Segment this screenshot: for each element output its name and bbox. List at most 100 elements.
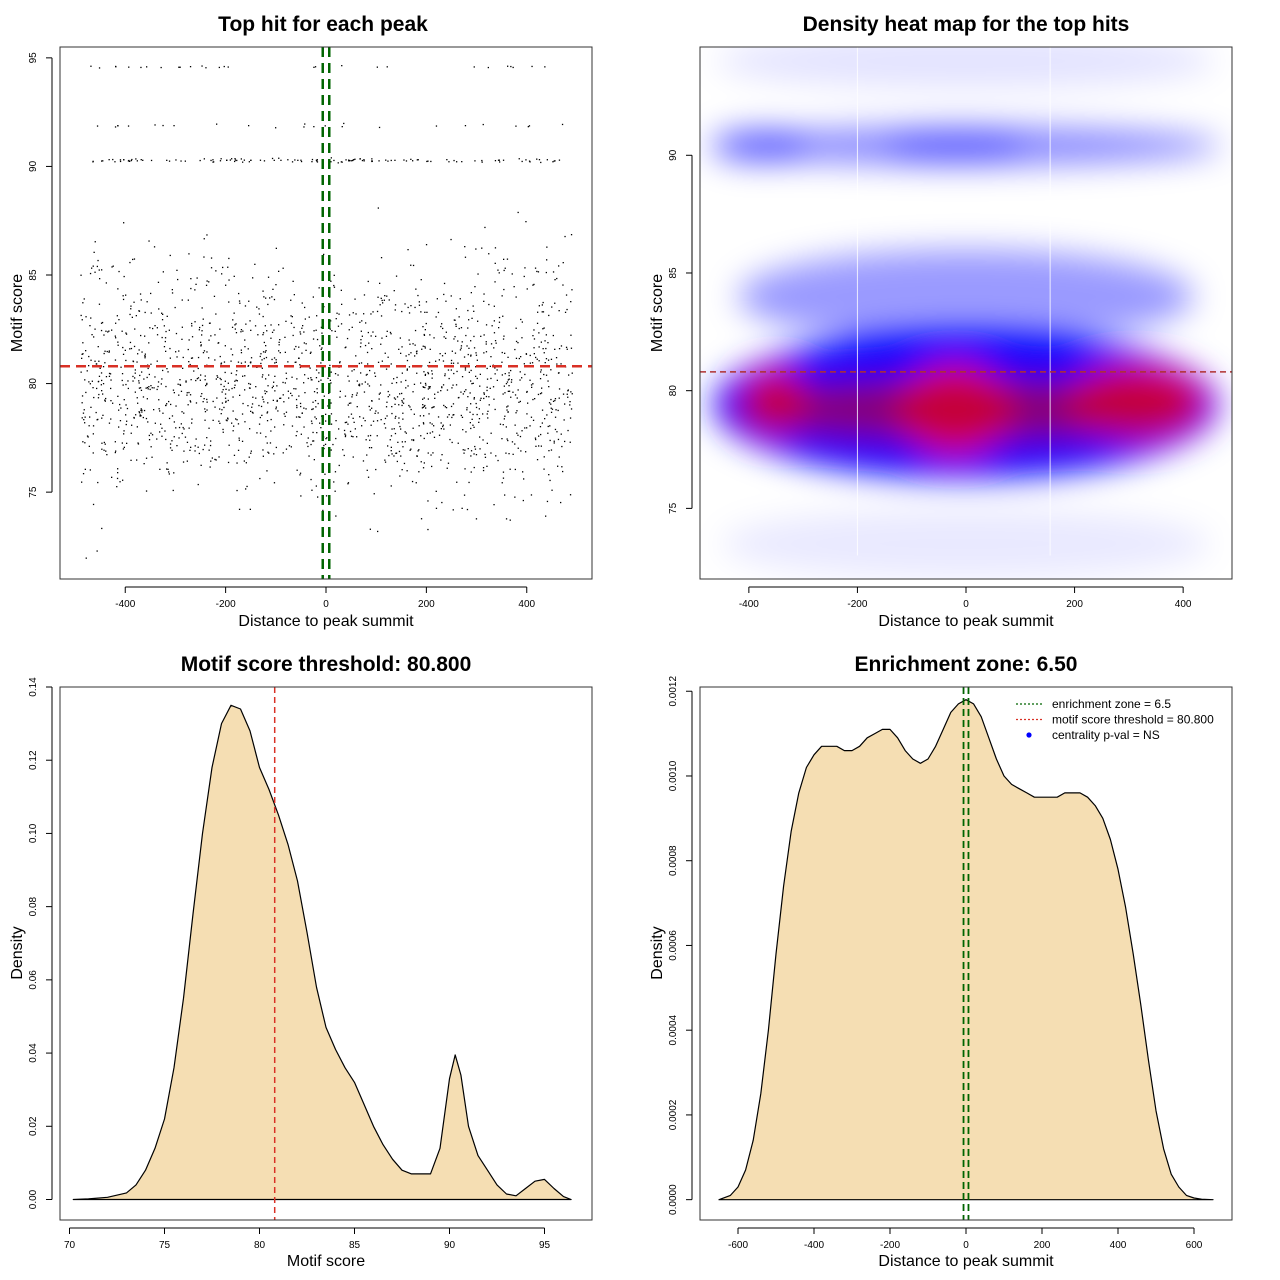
scatter-point <box>338 313 340 315</box>
scatter-point <box>432 452 434 454</box>
scatter-point <box>140 299 142 301</box>
scatter-point <box>290 446 292 448</box>
scatter-point <box>460 345 463 347</box>
scatter-point <box>219 377 221 380</box>
scatter-point <box>165 438 167 441</box>
y-tick-label: 90 <box>668 149 679 161</box>
scatter-point <box>514 394 517 396</box>
scatter-point <box>168 329 170 331</box>
scatter-point <box>301 327 303 329</box>
scatter-point <box>549 439 551 442</box>
scatter-point <box>122 353 125 355</box>
scatter-point <box>453 319 455 321</box>
scatter-point <box>400 455 402 457</box>
scatter-point <box>376 310 379 313</box>
scatter-point <box>383 299 385 301</box>
scatter-point <box>459 298 461 300</box>
scatter-point <box>515 340 518 343</box>
scatter-point <box>197 446 199 448</box>
scatter-point <box>222 428 224 431</box>
scatter-point <box>514 468 516 471</box>
scatter-point <box>502 338 505 340</box>
scatter-point <box>514 424 516 426</box>
scatter-point <box>108 159 110 161</box>
scatter-point <box>562 262 564 264</box>
scatter-point <box>469 392 471 394</box>
scatter-point <box>300 433 302 435</box>
scatter-point <box>441 386 443 388</box>
scatter-point <box>549 479 551 482</box>
scatter-point <box>206 401 208 403</box>
scatter-point <box>540 445 542 447</box>
scatter-point <box>85 350 87 352</box>
scatter-point <box>401 310 403 313</box>
scatter-point <box>517 434 519 436</box>
scatter-point <box>554 428 557 431</box>
scatter-point <box>81 395 84 397</box>
scatter-point <box>251 406 253 408</box>
scatter-point <box>497 459 499 462</box>
scatter-point <box>214 458 216 461</box>
scatter-point <box>188 361 190 363</box>
scatter-point <box>258 308 260 310</box>
scatter-point <box>223 361 226 363</box>
scatter-point <box>509 468 511 470</box>
scatter-point <box>347 423 349 425</box>
scatter-point <box>349 159 351 162</box>
scatter-point <box>304 374 306 376</box>
scatter-point <box>496 369 498 371</box>
scatter-x-axis-label: Distance to peak summit <box>238 613 414 630</box>
scatter-point <box>271 296 273 298</box>
scatter-point <box>475 354 478 356</box>
scatter-point <box>172 489 174 492</box>
scatter-point <box>367 280 369 283</box>
scatter-point <box>115 322 117 324</box>
scatter-point <box>351 159 354 162</box>
scatter-point <box>284 336 286 338</box>
scatter-point <box>270 430 272 432</box>
scatter-point <box>507 439 509 442</box>
scatter-point <box>390 450 392 452</box>
scatter-point <box>250 159 252 161</box>
scatter-point <box>528 125 531 127</box>
scatter-point <box>415 351 418 353</box>
scatter-point <box>548 386 550 388</box>
scatter-point <box>188 427 190 429</box>
plot-frame <box>699 686 1233 1221</box>
scatter-point <box>384 461 387 463</box>
scatter-point <box>380 419 382 421</box>
scatter-point <box>424 382 427 385</box>
scatter-point <box>393 290 395 292</box>
scatter-point <box>427 452 429 454</box>
scatter-point <box>512 66 514 69</box>
scatter-point <box>200 464 202 466</box>
scatter-point <box>390 485 392 487</box>
x-tick-label: 0 <box>963 599 969 610</box>
scatter-point <box>372 420 375 422</box>
scatter-point <box>271 157 274 160</box>
scatter-point <box>154 124 156 126</box>
scatter-point <box>284 415 286 417</box>
scatter-point <box>390 333 392 335</box>
scatter-point <box>250 362 252 364</box>
scatter-point <box>328 392 330 394</box>
scatter-point <box>93 251 95 253</box>
scatter-point <box>468 481 470 484</box>
scatter-point <box>133 258 136 260</box>
scatter-point <box>129 348 131 350</box>
scatter-point <box>308 316 310 318</box>
scatter-point <box>293 294 295 296</box>
scatter-point <box>356 406 358 408</box>
scatter-point <box>476 413 478 416</box>
scatter-point <box>394 417 396 419</box>
scatter-point <box>151 387 153 389</box>
scatter-point <box>139 293 142 295</box>
scatter-point <box>262 398 264 401</box>
scatter-point <box>310 478 312 481</box>
scatter-point <box>259 477 261 480</box>
scatter-point <box>517 211 519 214</box>
scatter-point <box>273 329 275 331</box>
scatter-point <box>321 332 323 334</box>
scatter-point <box>325 413 327 415</box>
scatter-point <box>482 123 484 126</box>
